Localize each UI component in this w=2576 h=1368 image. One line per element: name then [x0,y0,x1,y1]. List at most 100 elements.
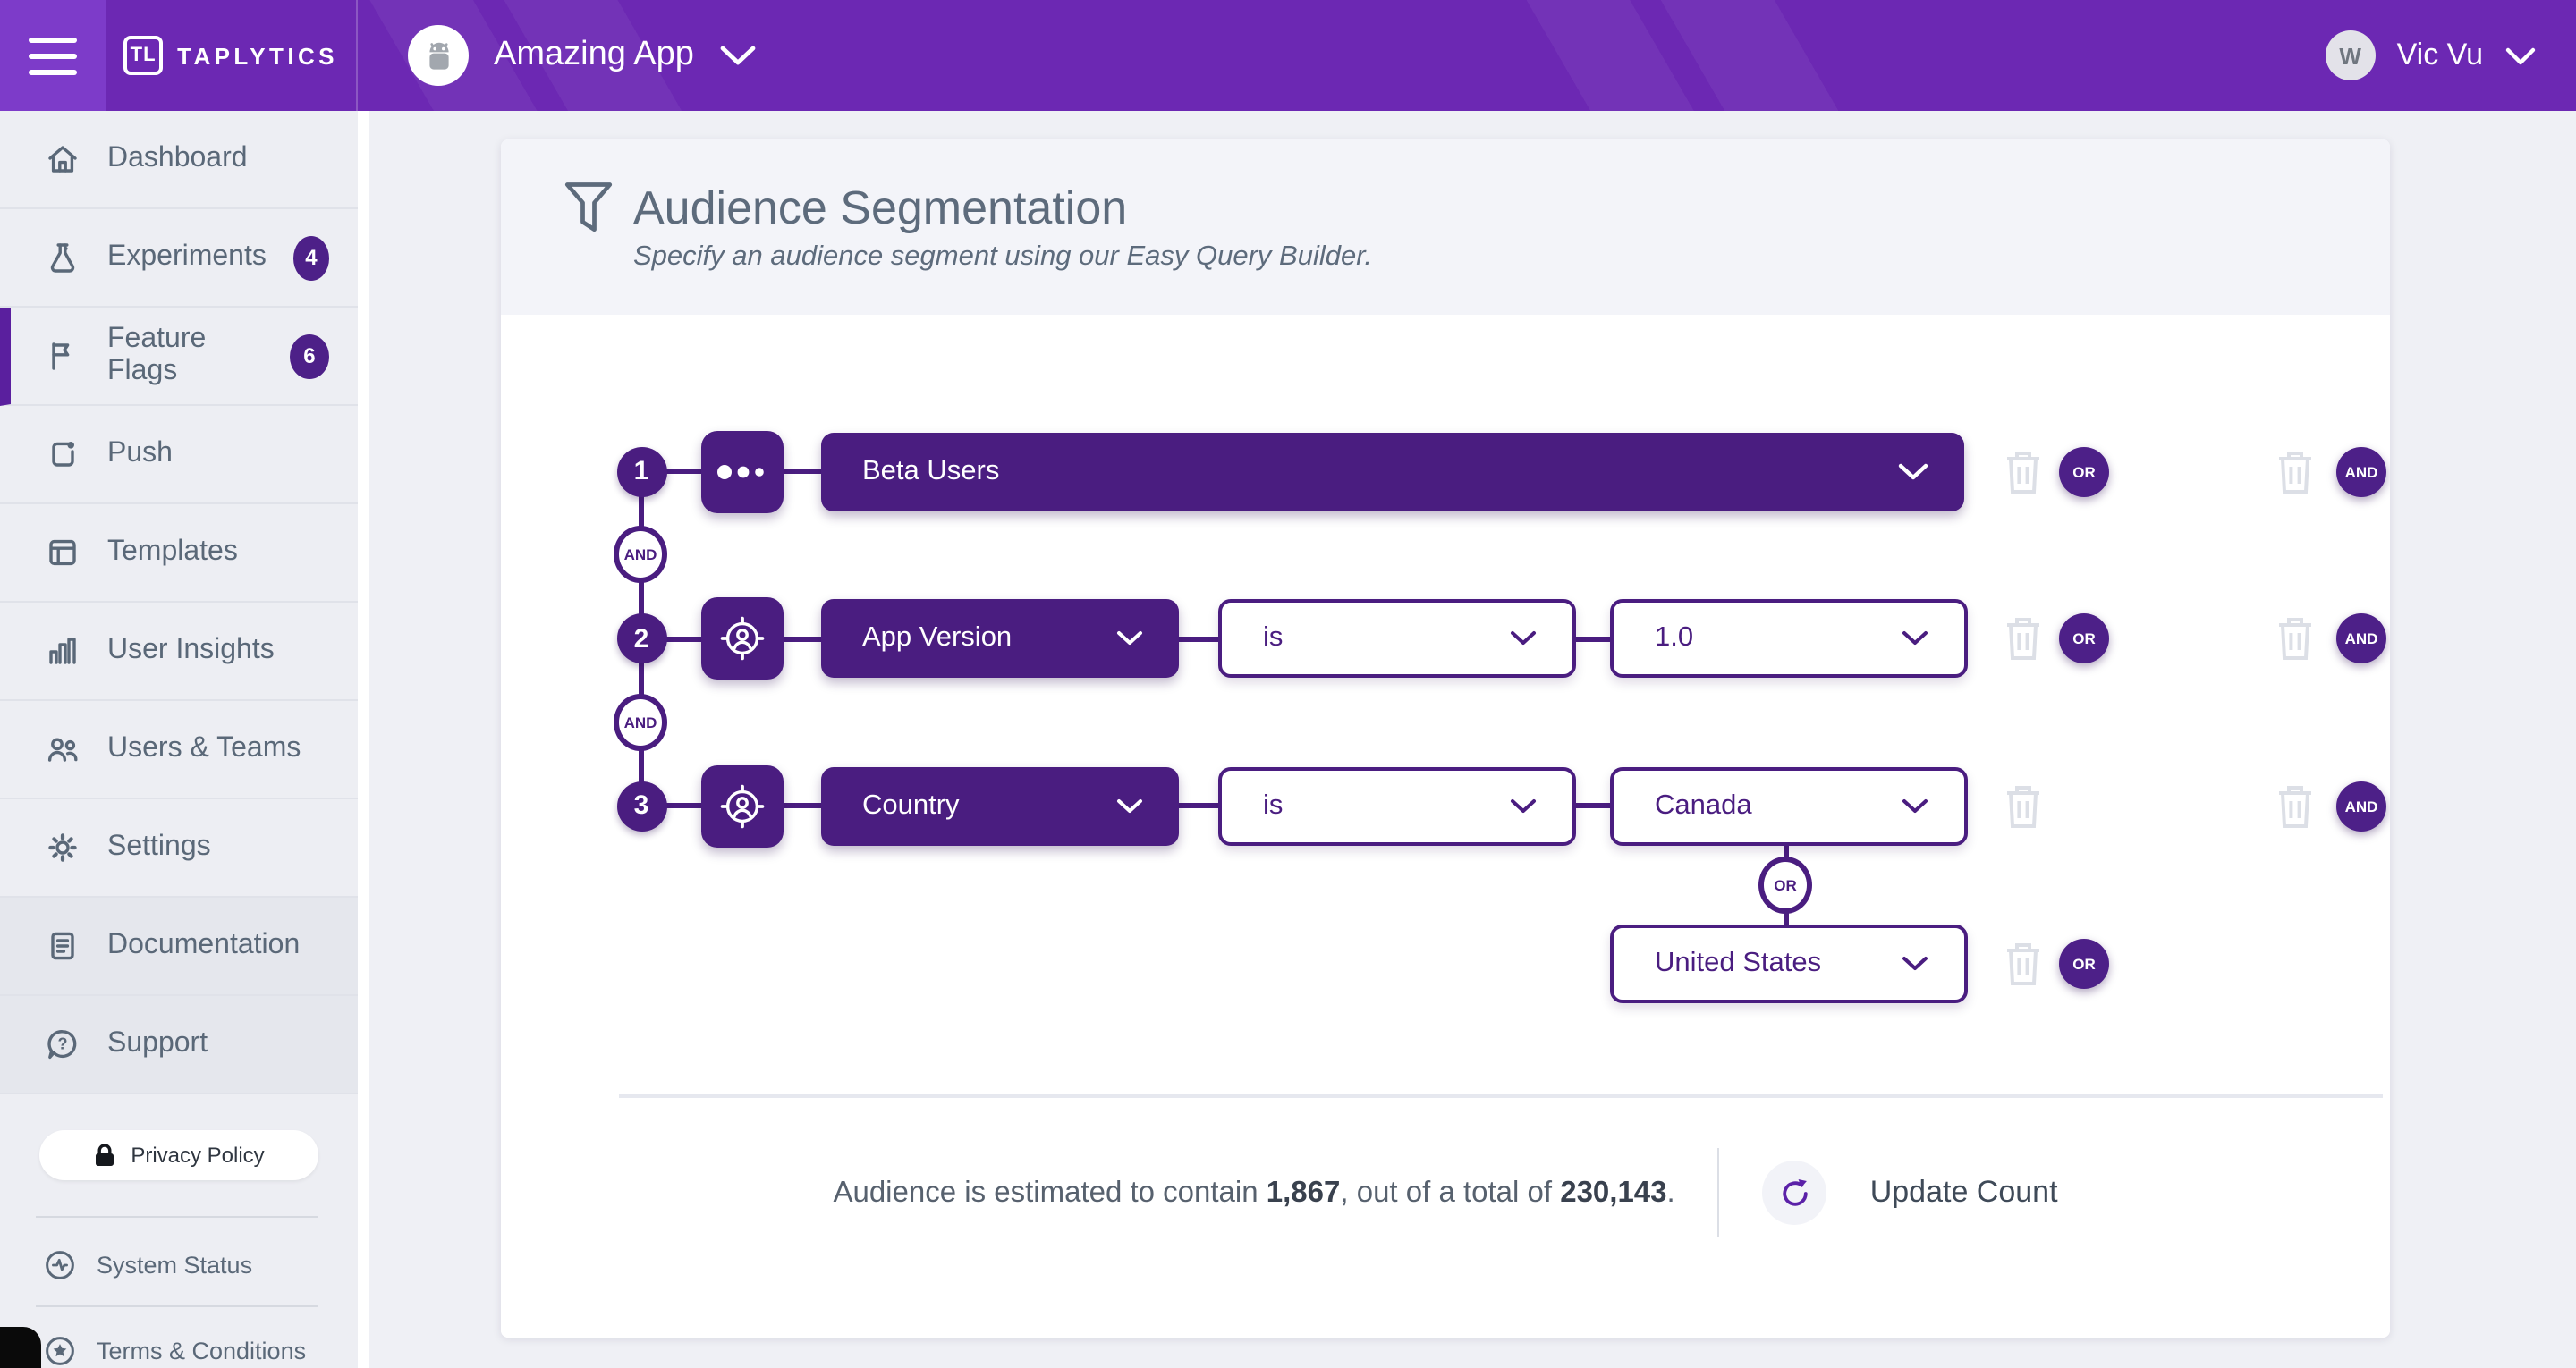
attribute-dropdown[interactable]: Country [821,766,1179,845]
trash-icon[interactable] [2275,782,2315,829]
chevron-down-icon [1902,798,1928,812]
trash-icon[interactable] [2275,448,2315,494]
trash-icon[interactable] [2004,940,2043,986]
operator-dropdown[interactable]: is [1218,766,1576,845]
app-name: Amazing App [494,36,694,73]
row-number: 2 [616,613,666,663]
user-menu[interactable]: W Vic Vu [2325,0,2537,111]
add-or-condition-button[interactable]: OR [2059,613,2109,663]
operator-dropdown-value: is [1263,622,1284,653]
sidebar-item-templates[interactable]: Templates [0,504,358,603]
sidebar-item-users-teams[interactable]: Users & Teams [0,701,358,799]
connector-line [1567,636,1610,641]
audience-estimate-row: Audience is estimated to contain 1,867, … [501,1148,2390,1237]
add-or-condition-button[interactable]: OR [2059,938,2109,988]
user-attribute-button[interactable] [701,764,784,847]
estimate-count: 1,867 [1266,1176,1341,1208]
value-dropdown[interactable]: 1.0 [1610,599,1968,678]
bar-chart-icon [49,638,76,664]
system-status-icon [46,1250,74,1279]
sidebar-item-support[interactable]: ? Support [0,996,358,1094]
sidebar-item-experiments[interactable]: Experiments 4 [0,209,358,308]
chevron-down-icon [1902,956,1928,969]
app-selector[interactable]: Amazing App [408,0,757,111]
update-count-button[interactable] [1762,1161,1827,1225]
chevron-down-icon [1902,631,1928,645]
ellipsis-icon [717,464,764,478]
terms-star-icon [46,1336,74,1364]
value-dropdown[interactable]: Canada [1610,766,1968,845]
lock-icon [96,1144,114,1166]
operator-dropdown[interactable]: is [1218,599,1576,678]
chevron-down-icon [1117,631,1142,645]
privacy-policy-button[interactable]: Privacy Policy [39,1130,318,1180]
sidebar-item-user-insights[interactable]: User Insights [0,603,358,701]
sidebar-item-label: Experiments [107,241,267,272]
sidebar-divider [36,1216,318,1218]
sidebar-item-label: Feature Flags [107,324,207,386]
sidebar: Dashboard Experiments 4 Feature Flags 6 [0,111,358,1368]
query-builder: 1 Beta Users [501,315,2390,1338]
flask-icon [50,243,75,273]
add-and-condition-button[interactable]: AND [2336,613,2386,663]
terms-conditions-label: Terms & Conditions [97,1337,307,1364]
user-name: Vic Vu [2396,38,2483,72]
add-and-condition-button[interactable]: AND [2336,781,2386,831]
topbar-stripes [0,0,2576,111]
scrollbar-track[interactable] [358,111,369,1368]
add-or-condition-button[interactable]: OR [2059,446,2109,496]
user-attribute-button[interactable] [701,597,784,680]
target-user-icon [720,783,765,828]
value-dropdown-value: 1.0 [1655,622,1694,653]
chevron-down-icon [1898,462,1928,479]
update-count-label[interactable]: Update Count [1869,1175,2058,1209]
templates-layout-icon [49,539,76,566]
chat-widget[interactable] [0,1327,41,1368]
sidebar-divider [36,1305,318,1307]
document-icon [51,932,74,960]
segment-type-button[interactable] [701,430,784,512]
hamburger-menu-button[interactable] [0,0,106,111]
segment-dropdown[interactable]: Beta Users [821,432,1964,511]
android-app-icon [408,25,469,86]
row-number: 1 [616,446,666,496]
audience-estimate-text: Audience is estimated to contain 1,867, … [833,1176,1675,1208]
operator-dropdown-value: is [1263,790,1284,820]
system-status-link[interactable]: System Status [45,1234,252,1295]
sidebar-item-label: Push [107,438,173,469]
sidebar-item-documentation[interactable]: Documentation [0,898,358,996]
row-number: 3 [616,781,666,831]
terms-conditions-link[interactable]: Terms & Conditions [45,1320,306,1368]
refresh-icon [1783,1178,1808,1205]
sidebar-item-label: Settings [107,832,211,862]
sidebar-item-feature-flags[interactable]: Feature Flags 6 [0,308,358,406]
sidebar-item-label: Support [107,1028,208,1059]
svg-text:?: ? [58,1035,68,1053]
sidebar-item-push[interactable]: Push [0,406,358,504]
sidebar-item-label: Users & Teams [107,733,301,764]
trash-icon[interactable] [2004,448,2043,494]
gear-icon [48,833,77,862]
value-dropdown[interactable]: United States [1610,924,1968,1002]
feature-flags-count-badge: 6 [289,334,329,378]
add-and-condition-button[interactable]: AND [2336,446,2386,496]
segment-dropdown-value: Beta Users [862,455,1000,486]
vertical-divider [1717,1148,1720,1237]
page-subtitle: Specify an audience segment using our Ea… [633,241,1372,272]
connector-line [1175,636,1218,641]
brand-logo[interactable]: TL TAPLYTICS [106,0,358,111]
trash-icon[interactable] [2275,615,2315,662]
and-connector-node: AND [614,526,667,583]
attribute-dropdown[interactable]: App Version [821,599,1179,678]
push-notification-icon [52,442,74,467]
connector-line [1567,803,1610,808]
trash-icon[interactable] [2004,615,2043,662]
sidebar-item-dashboard[interactable]: Dashboard [0,111,358,209]
sidebar-item-label: Documentation [107,930,301,960]
trash-icon[interactable] [2004,782,2043,829]
sidebar-item-settings[interactable]: Settings [0,799,358,898]
filter-funnel-icon [564,182,613,232]
sidebar-item-label: Dashboard [107,143,248,173]
chevron-down-icon [2505,46,2536,64]
and-connector-node: AND [614,693,667,750]
